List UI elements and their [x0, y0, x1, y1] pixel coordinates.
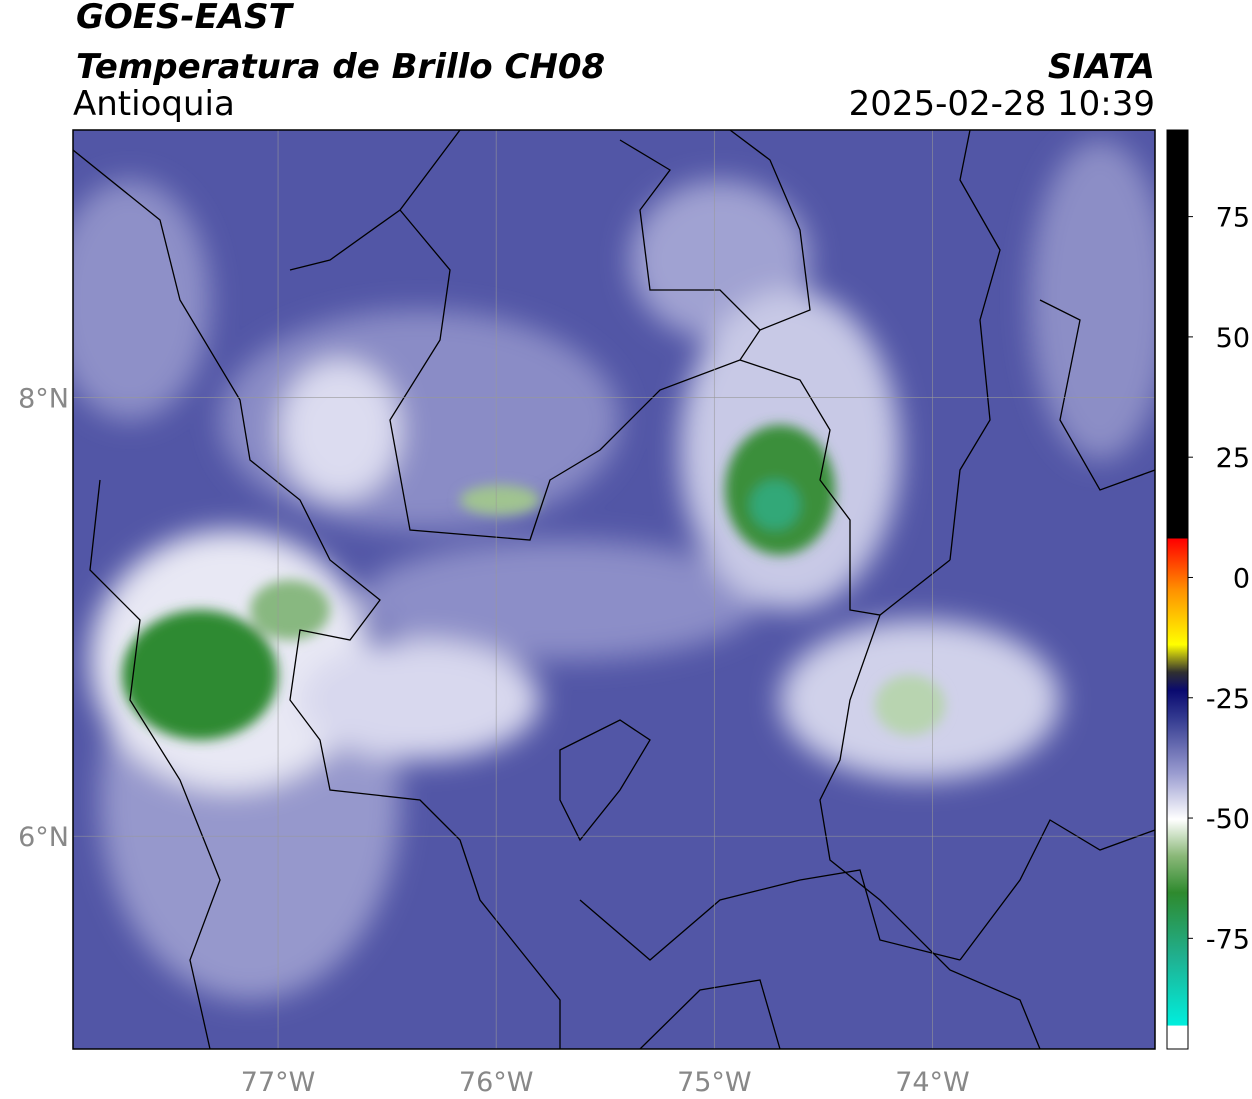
region: Antioquia: [73, 84, 235, 124]
x-tick-label: 74°W: [895, 1067, 970, 1098]
x-tick-label: 76°W: [459, 1067, 534, 1098]
colorbar-tick-label: 25: [1216, 443, 1250, 474]
timestamp: 2025-02-28 10:39: [849, 84, 1155, 124]
colorbar: [1166, 129, 1189, 1050]
colorbar-tick-label: -25: [1206, 684, 1250, 715]
title: GOES-EAST: [76, 0, 295, 37]
map-frame: [72, 129, 1156, 1050]
y-tick-label: 8°N: [18, 384, 69, 415]
x-tick-label: 75°W: [677, 1067, 752, 1098]
colorbar-tick-label: -75: [1206, 924, 1250, 955]
colorbar-tick-label: 0: [1233, 563, 1250, 594]
colorbar-tick-label: -50: [1206, 804, 1250, 835]
source: SIATA: [1048, 47, 1155, 87]
colorbar-tick-label: 75: [1216, 203, 1250, 234]
x-tick-label: 77°W: [241, 1067, 316, 1098]
colorbar-tick-label: 50: [1216, 323, 1250, 354]
y-tick-label: 6°N: [18, 822, 69, 853]
map-image: [73, 130, 1155, 1049]
subtitle: Temperatura de Brillo CH08: [76, 47, 605, 87]
